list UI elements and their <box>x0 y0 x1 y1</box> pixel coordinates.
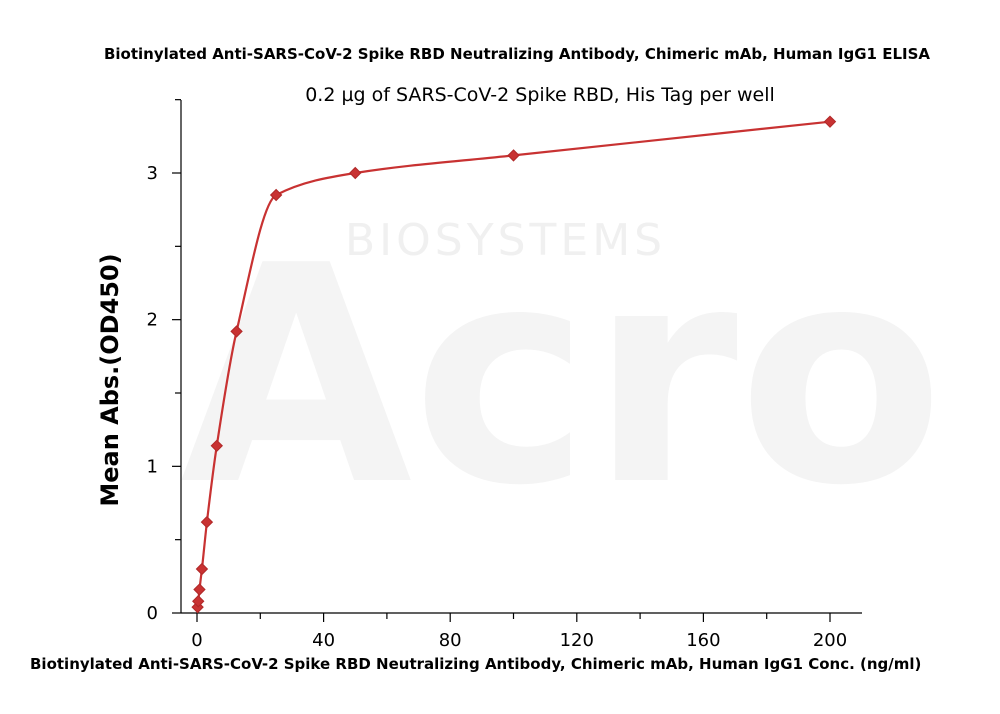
data-point <box>507 149 520 162</box>
data-points <box>191 115 837 614</box>
x-tick-label: 0 <box>191 630 202 651</box>
watermark-text: BIOSYSTEMS <box>345 215 666 266</box>
x-tick-label: 80 <box>439 630 462 651</box>
data-point <box>269 188 283 202</box>
chart-title: Biotinylated Anti-SARS-CoV-2 Spike RBD N… <box>104 45 930 63</box>
data-point <box>193 583 206 596</box>
y-axis-label: Mean Abs.(OD450) <box>96 253 124 506</box>
data-point <box>192 595 205 608</box>
ticks <box>172 99 831 622</box>
data-point <box>823 115 837 128</box>
watermark-brand: Acro <box>180 202 944 551</box>
axes <box>180 100 862 614</box>
x-tick-label: 120 <box>560 630 594 651</box>
y-tick-label: 2 <box>147 310 158 331</box>
data-point <box>230 325 243 338</box>
tick-labels: 0 40 80 120 160 200 0 1 2 3 <box>147 163 848 651</box>
data-point <box>200 515 214 529</box>
data-point <box>349 166 362 180</box>
y-tick-label: 3 <box>147 163 158 184</box>
watermark: Acro BIOSYSTEMS <box>180 202 944 551</box>
chart-subtitle: 0.2 µg of SARS-CoV-2 Spike RBD, His Tag … <box>305 84 775 106</box>
y-tick-label: 1 <box>147 456 158 477</box>
x-tick-label: 200 <box>813 630 847 651</box>
y-tick-label: 0 <box>147 603 158 624</box>
x-tick-label: 160 <box>686 630 720 651</box>
x-axis-label: Biotinylated Anti-SARS-CoV-2 Spike RBD N… <box>30 655 921 673</box>
x-tick-label: 40 <box>312 630 335 651</box>
data-point <box>210 439 223 453</box>
data-point <box>195 562 209 576</box>
